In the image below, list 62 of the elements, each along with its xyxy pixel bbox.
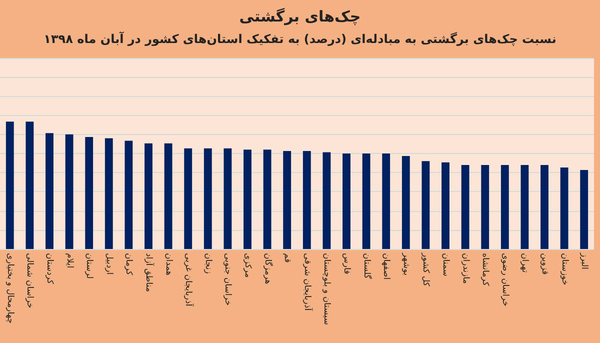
bar [263, 150, 272, 249]
bar [342, 154, 350, 249]
bar [422, 161, 430, 249]
chart-subtitle: نسبت چک‌های برگشتی به مبادله‌ای (درصد) به تفکیک استان‌های کشور در آبان ماه ۱۳۹۸ [44, 31, 556, 46]
x-tick-label: البرز [579, 252, 590, 270]
x-tick-label: مرکزی [242, 253, 252, 278]
x-tick-label: مازندران [460, 253, 470, 284]
x-tick-label: کرمانشاه [480, 253, 490, 287]
x-tick-label: مناطق آزاد [144, 253, 154, 292]
bar [461, 164, 470, 249]
bar [244, 150, 252, 249]
x-tick-label: خراسان جنوبی [222, 253, 233, 306]
x-tick-label: همدان [163, 253, 174, 276]
bar [382, 154, 390, 249]
x-tick-label: کرمان [124, 253, 134, 276]
bar [362, 154, 370, 249]
bar [184, 148, 192, 249]
x-tick-label: خراسان رضوی [500, 253, 510, 306]
bar [104, 138, 113, 249]
x-tick-label: سیستان و بلوچستان [322, 253, 332, 325]
bar [481, 164, 490, 249]
bar [204, 148, 212, 249]
bar [46, 133, 54, 249]
bar [580, 170, 588, 249]
x-tick-label: چهارمحال و بختیاری [4, 253, 15, 324]
x-tick-label: قزوین [540, 253, 550, 275]
bar [164, 143, 172, 249]
x-tick-label: گلستان [361, 253, 372, 280]
bar [85, 136, 94, 249]
x-tick-label: اصفهان [381, 253, 392, 280]
bar [500, 164, 509, 249]
bar [26, 122, 34, 249]
bar [6, 122, 14, 249]
x-tick-label: ایلام [64, 253, 74, 268]
x-tick-label: قم [282, 253, 292, 263]
x-tick-label: آذربایجان غربی [183, 253, 194, 307]
x-tick-label: آذربایجان شرقی [302, 253, 313, 312]
bar [402, 156, 410, 249]
chart-title: چک‌های برگشتی [239, 8, 361, 26]
x-tick-label: هرمزگان [262, 253, 274, 284]
bar [224, 148, 232, 249]
bar [124, 140, 133, 249]
x-tick-label: لرستان [84, 253, 94, 279]
bar [322, 152, 331, 249]
x-tick-label: فارس [342, 253, 352, 274]
bar [283, 150, 292, 249]
bar [442, 162, 450, 249]
bar [302, 150, 311, 249]
bar [65, 134, 74, 249]
x-tick-label: کردستان [44, 253, 54, 285]
x-tick-label: زنجان [202, 253, 213, 274]
x-tick-label: بوشهر [400, 252, 411, 276]
bar [520, 164, 529, 249]
x-tick-label: سمنان [440, 253, 450, 276]
bar [560, 168, 568, 249]
x-tick-label: خراسان شمالی [24, 253, 35, 308]
x-tick-label: کل کشور [420, 252, 431, 288]
x-tick-label: اردبیل [104, 253, 114, 275]
bar [144, 143, 152, 249]
x-tick-label: تهران [520, 253, 530, 274]
x-tick-label: خوزستان [559, 253, 570, 286]
bar [540, 164, 548, 249]
